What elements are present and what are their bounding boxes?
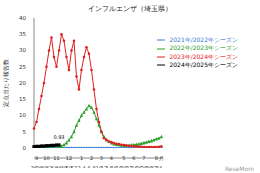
svg-text:5: 5 xyxy=(23,129,27,135)
svg-text:1: 1 xyxy=(80,155,83,161)
svg-text:34: 34 xyxy=(156,165,162,168)
svg-text:4: 4 xyxy=(110,155,113,161)
svg-text:2: 2 xyxy=(77,165,80,168)
svg-text:40: 40 xyxy=(19,15,26,21)
svg-text:11: 11 xyxy=(53,155,59,161)
svg-text:定点当たり報告数: 定点当たり報告数 xyxy=(8,59,9,107)
svg-text:15: 15 xyxy=(19,96,26,102)
svg-text:9: 9 xyxy=(35,155,38,161)
html-text:2024年/2025年シーズン: 2024年/2025年シーズン xyxy=(169,61,238,69)
html-text:2022年/2023年シーズン: 2022年/2023年シーズン xyxy=(169,44,238,52)
svg-text:30: 30 xyxy=(19,47,26,53)
svg-text:12: 12 xyxy=(66,155,72,161)
svg-text:5: 5 xyxy=(122,155,125,161)
svg-text:10: 10 xyxy=(43,155,49,161)
html-text:インフルエンザ（埼玉県）: インフルエンザ（埼玉県） xyxy=(88,5,172,13)
svg-text:0: 0 xyxy=(23,145,27,151)
svg-text:3: 3 xyxy=(100,155,103,161)
svg-text:52: 52 xyxy=(71,165,77,168)
html-text:2021年/2022年シーズン: 2021年/2022年シーズン xyxy=(169,36,238,43)
svg-text:25: 25 xyxy=(19,64,26,70)
svg-text:35: 35 xyxy=(19,31,26,37)
svg-text:8: 8 xyxy=(155,155,158,161)
svg-text:月: 月 xyxy=(159,155,164,161)
svg-text:7: 7 xyxy=(142,155,145,161)
svg-text:6: 6 xyxy=(87,165,90,168)
html-text:ReseMom: ReseMom xyxy=(224,165,254,172)
svg-text:6: 6 xyxy=(132,155,135,161)
svg-text:20: 20 xyxy=(19,80,26,86)
html-text:2023年/2024年シーズン: 2023年/2024年シーズン xyxy=(169,52,238,60)
svg-text:0.93: 0.93 xyxy=(53,134,64,140)
svg-text:2: 2 xyxy=(90,155,93,161)
svg-text:4: 4 xyxy=(82,165,85,168)
svg-text:10: 10 xyxy=(19,112,26,118)
